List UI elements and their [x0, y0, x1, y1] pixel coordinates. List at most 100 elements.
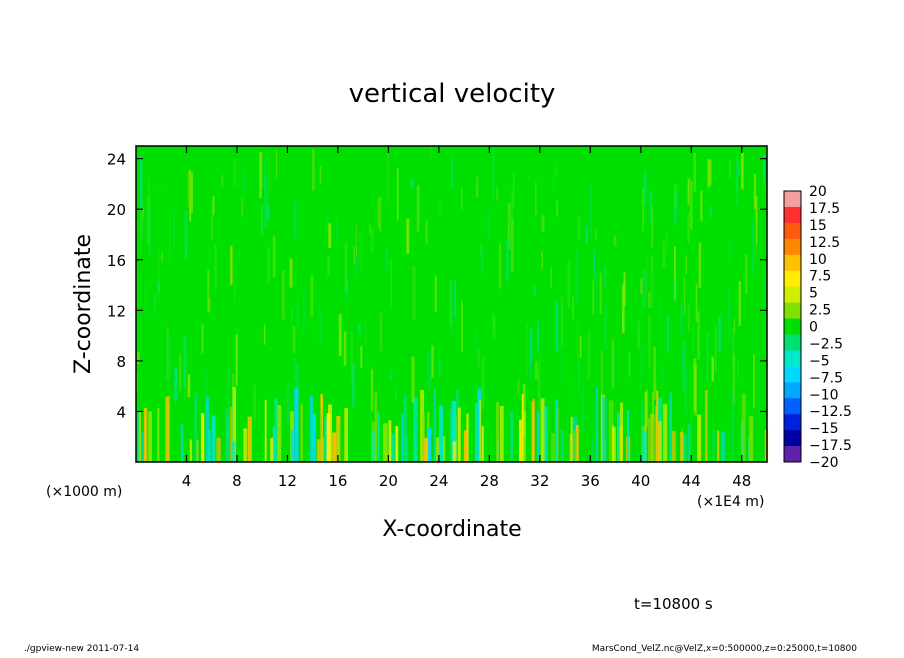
field-streak: [303, 289, 305, 331]
field-streak: [541, 251, 543, 270]
field-streak: [140, 200, 143, 240]
field-streak: [310, 275, 314, 317]
field-streak: [386, 248, 388, 269]
field-streak: [270, 437, 274, 462]
field-streak: [474, 403, 478, 462]
field-streak: [372, 366, 374, 399]
field-streak: [461, 301, 463, 353]
field-streak: [272, 427, 276, 462]
field-streak: [157, 408, 160, 462]
field-streak: [700, 190, 703, 221]
x-tick-label: 24: [429, 472, 448, 490]
field-streak: [637, 320, 640, 349]
field-streak: [403, 395, 407, 462]
field-streak: [336, 217, 338, 245]
field-streak: [300, 403, 303, 462]
field-streak: [682, 346, 684, 382]
field-streak: [572, 296, 574, 321]
colorbar-swatch: [784, 446, 801, 463]
field-streak: [680, 432, 684, 462]
field-streak: [481, 245, 484, 274]
colorbar-label: −15: [809, 421, 839, 437]
field-streak: [386, 151, 390, 202]
field-streak: [600, 350, 603, 396]
colorbar-swatch: [784, 286, 801, 303]
field-streak: [697, 414, 702, 462]
colorbar-label: −5: [809, 353, 830, 369]
field-streak: [439, 405, 444, 462]
field-streak: [666, 233, 668, 251]
field-streak: [572, 373, 574, 423]
field-streak: [507, 203, 511, 250]
field-streak: [536, 321, 539, 352]
field-streak: [328, 223, 332, 248]
field-streak: [221, 174, 224, 187]
field-streak: [750, 416, 753, 462]
field-streak: [579, 336, 582, 358]
field-streak: [573, 430, 577, 462]
x-tick-label: 36: [581, 472, 600, 490]
field-streak: [194, 393, 197, 462]
field-streak: [476, 177, 479, 198]
field-streak: [147, 177, 150, 215]
field-streak: [274, 398, 278, 462]
field-streak: [370, 369, 374, 412]
field-streak: [764, 279, 766, 311]
field-streak: [377, 198, 379, 228]
colorbar-swatch: [784, 270, 801, 287]
field-streak: [510, 410, 514, 462]
field-streak: [595, 387, 598, 462]
field-streak: [358, 323, 361, 335]
field-streak: [613, 348, 615, 390]
field-streak: [455, 389, 460, 462]
field-streak: [343, 331, 347, 366]
field-streak: [604, 304, 607, 350]
field-streak: [620, 402, 623, 462]
x-tick-label: 16: [328, 472, 347, 490]
field-streak: [322, 437, 324, 462]
field-streak: [295, 363, 299, 404]
colorbar-swatch: [784, 191, 801, 208]
field-streak: [266, 204, 270, 220]
field-streak: [530, 332, 532, 380]
field-streak: [169, 335, 172, 378]
field-streak: [612, 425, 615, 462]
field-streak: [443, 436, 446, 462]
field-streak: [651, 256, 653, 268]
field-streak: [174, 367, 177, 402]
footer-right: MarsCond_VelZ.nc@VelZ,x=0:500000,z=0:250…: [592, 644, 857, 654]
field-streak: [166, 326, 169, 382]
x-tick-label: 20: [379, 472, 398, 490]
field-streak: [259, 151, 262, 199]
field-streak: [733, 318, 736, 334]
field-streak: [712, 430, 715, 462]
field-streak: [165, 396, 170, 462]
field-streak: [338, 314, 342, 356]
field-streak: [611, 339, 614, 389]
field-streak: [332, 432, 337, 462]
field-streak: [160, 252, 164, 263]
field-streak: [434, 275, 437, 313]
colorbar-swatch: [784, 238, 801, 256]
field-streak: [581, 387, 585, 429]
x-tick-label: 40: [631, 472, 650, 490]
field-streak: [717, 430, 720, 462]
colorbar-label: −20: [809, 455, 839, 471]
field-streak: [230, 245, 233, 285]
x-tick-label: 44: [682, 472, 701, 490]
field-streak: [479, 399, 481, 462]
field-streak: [350, 331, 353, 383]
field-streak: [591, 437, 594, 462]
chart-title: vertical velocity: [349, 79, 556, 109]
field-streak: [544, 406, 548, 462]
field-streak: [277, 405, 282, 462]
field-streak: [499, 406, 504, 462]
field-streak: [187, 374, 191, 397]
field-streak: [154, 293, 156, 315]
field-streak: [704, 390, 708, 462]
field-streak: [658, 421, 661, 462]
field-streak: [289, 258, 293, 288]
field-streak: [741, 393, 746, 462]
field-streak: [136, 267, 138, 310]
field-streak: [617, 412, 621, 462]
